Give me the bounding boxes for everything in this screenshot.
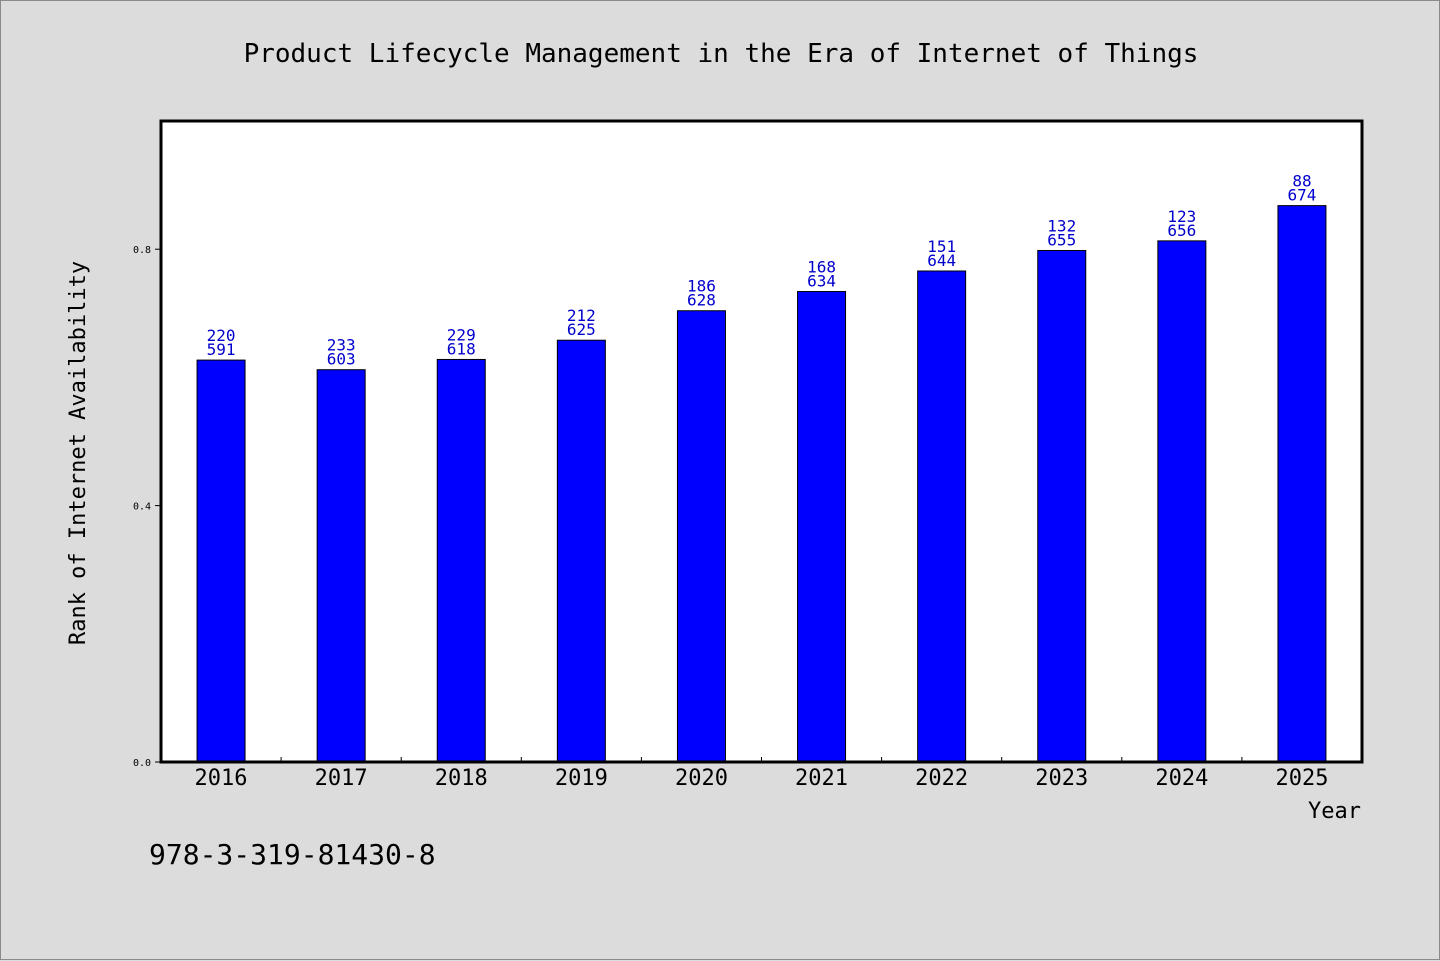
bar-label-bottom: 603 (327, 350, 356, 369)
bar-2021 (797, 291, 847, 763)
isbn-footer: 978-3-319-81430-8 (149, 838, 436, 871)
bar-label-top: 233 (327, 336, 356, 355)
bar-label-bottom: 656 (1167, 221, 1196, 240)
bar-label-top: 151 (927, 237, 956, 256)
x-tick-label: 2022 (915, 766, 968, 791)
x-tick-label: 2017 (315, 766, 368, 791)
x-tick-label: 2018 (435, 766, 488, 791)
bar-label-top: 132 (1047, 216, 1076, 235)
bar-2025 (1277, 205, 1327, 763)
bar-label-bottom: 674 (1287, 186, 1316, 205)
bar-2024 (1157, 240, 1207, 763)
y-axis: 0.0 0.4 0.8 (133, 245, 161, 769)
bar-label-top: 229 (447, 325, 476, 344)
x-tick-label: 2023 (1035, 766, 1088, 791)
y-tick-label: 0.0 (133, 758, 151, 769)
x-axis: 2016 2017 2018 2019 2020 2021 2022 2023 2024 2025 (195, 757, 1328, 791)
bar-label-top: 186 (687, 277, 716, 296)
bar-2022 (917, 270, 967, 763)
bar-label-top: 168 (807, 258, 836, 277)
x-tick-label: 2024 (1155, 766, 1208, 791)
bar-label-bottom: 655 (1047, 230, 1076, 249)
bar-label-bottom: 644 (927, 251, 956, 270)
bar-2023 (1037, 249, 1087, 763)
bar-2020 (676, 310, 726, 763)
x-axis-label: Year (1308, 799, 1361, 824)
x-tick-label: 2025 (1275, 766, 1328, 791)
bar-2016 (196, 359, 246, 763)
bar-label-bottom: 591 (207, 340, 236, 359)
bar-label-bottom: 618 (447, 339, 476, 358)
x-tick-label: 2016 (195, 766, 248, 791)
bar-label-bottom: 628 (687, 291, 716, 310)
bar-label-top: 220 (207, 326, 236, 345)
x-tick-label: 2019 (555, 766, 608, 791)
bar-2019 (556, 339, 606, 763)
bar-label-top: 88 (1292, 172, 1311, 191)
y-tick-label: 0.8 (133, 245, 151, 256)
bar-2017 (316, 369, 366, 763)
x-tick-label: 2021 (795, 766, 848, 791)
y-axis-label: Rank of Internet Availability (66, 261, 91, 645)
bar-label-top: 123 (1167, 207, 1196, 226)
x-tick-label: 2020 (675, 766, 728, 791)
y-tick-label: 0.4 (133, 502, 151, 513)
bar-series (196, 205, 1327, 763)
bar-2018 (436, 358, 486, 763)
plot-border (159, 119, 1364, 764)
bar-label-bottom: 625 (567, 320, 596, 339)
chart-title: Product Lifecycle Management in the Era … (244, 39, 1199, 69)
bar-label-top: 212 (567, 306, 596, 325)
bar-label-bottom: 634 (807, 272, 836, 291)
